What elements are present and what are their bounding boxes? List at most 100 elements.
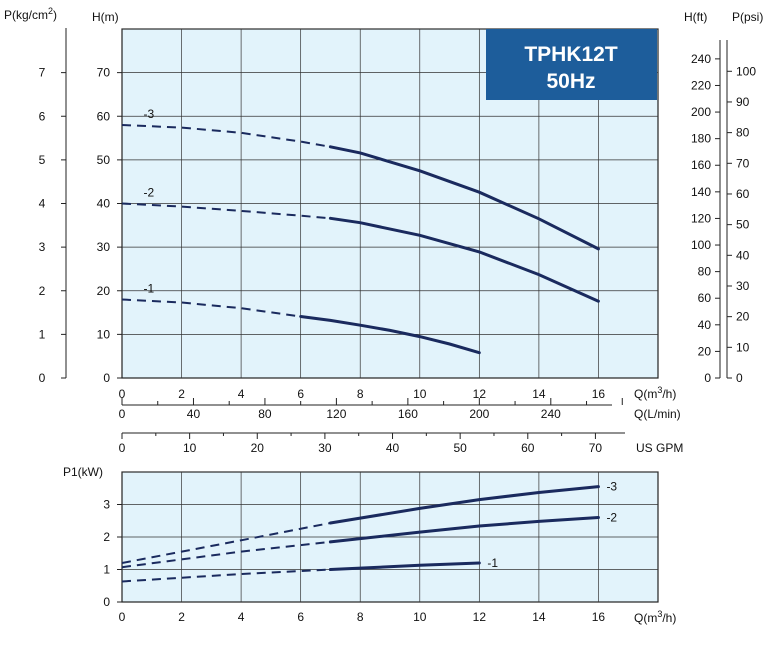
head-m-tick-label: 50 (97, 153, 111, 167)
flow-gpm-tick-label: 30 (318, 441, 332, 455)
power-curve--2 (328, 516, 600, 544)
head-ft-tick-label: 20 (698, 344, 712, 358)
power-tick-label: 2 (103, 530, 110, 544)
head-ft-tick-label: 80 (698, 265, 712, 279)
power-flow-tick-label: 10 (413, 610, 427, 624)
pressure-tick-label: 1 (39, 327, 46, 341)
flow-gpm-tick-label: 50 (453, 441, 467, 455)
head-ft-tick-label: 160 (691, 158, 711, 172)
head-m-tick-label: 0 (103, 371, 110, 385)
power-flow-tick-label: 12 (473, 610, 487, 624)
flow-gpm-tick-label: 60 (521, 441, 535, 455)
flow-m3h-tick-label: 10 (413, 387, 427, 401)
head-ft-axis-title: H(ft) (684, 10, 707, 24)
power-flow-tick-label: 2 (178, 610, 185, 624)
head-m-tick-label: 10 (97, 327, 111, 341)
pressure-psi-tick-label: 50 (736, 218, 750, 232)
head-series-label: -3 (143, 107, 154, 121)
pressure-tick-label: 7 (39, 66, 46, 80)
pressure-psi-tick-label: 20 (736, 310, 750, 324)
flow-gpm-tick-label: 40 (386, 441, 400, 455)
pressure-psi-tick-label: 70 (736, 156, 750, 170)
head-ft-tick-label: 0 (704, 371, 711, 385)
power-flow-axis-title: Q(m3/h) (634, 609, 676, 625)
pressure-psi-tick-label: 0 (736, 371, 743, 385)
flow-m3h-tick-label: 6 (297, 387, 304, 401)
pressure-psi-tick-label: 100 (736, 64, 756, 78)
pressure-psi-tick-label: 90 (736, 95, 750, 109)
head-ft-tick-label: 240 (691, 52, 711, 66)
head-curve--2 (328, 216, 600, 303)
power-tick-label: 3 (103, 498, 110, 512)
head-ft-tick-label: 60 (698, 291, 712, 305)
power-flow-tick-label: 0 (119, 610, 126, 624)
flow-m3h-tick-label: 2 (178, 387, 185, 401)
flow-m3h-tick-label: 0 (119, 387, 126, 401)
flow-gpm-tick-label: 0 (119, 441, 126, 455)
power-curve-dashed--2 (121, 540, 331, 569)
head-m-tick-label: 40 (97, 197, 111, 211)
head-curve--3 (328, 145, 600, 251)
power-curve--1 (328, 561, 481, 571)
head-ft-tick-label: 100 (691, 238, 711, 252)
model-badge (486, 29, 657, 100)
head-ft-tick-label: 220 (691, 78, 711, 92)
head-m-tick-label: 20 (97, 284, 111, 298)
pressure-tick-label: 6 (39, 109, 46, 123)
head-ft-tick-label: 140 (691, 185, 711, 199)
flow-gpm-tick-label: 70 (589, 441, 603, 455)
head-ft-tick-label: 180 (691, 132, 711, 146)
power-flow-tick-label: 14 (532, 610, 546, 624)
pressure-tick-label: 3 (39, 240, 46, 254)
pressure-tick-label: 2 (39, 284, 46, 298)
pressure-psi-tick-label: 60 (736, 187, 750, 201)
power-flow-tick-label: 8 (357, 610, 364, 624)
head-series-label: -2 (143, 186, 154, 200)
flow-lmin-tick-label: 40 (187, 407, 201, 421)
flow-m3h-tick-label: 12 (473, 387, 487, 401)
power-series-label: -1 (487, 556, 498, 570)
pressure-axis-title: P(kg/cm2) (4, 6, 57, 22)
head-ft-tick-label: 200 (691, 105, 711, 119)
flow-m3h-axis-title: Q(m3/h) (634, 385, 676, 401)
flow-lmin-tick-label: 160 (398, 407, 418, 421)
power-series-label: -3 (606, 480, 617, 494)
head-m-tick-label: 70 (97, 66, 111, 80)
flow-lmin-tick-label: 80 (258, 407, 272, 421)
head-m-tick-label: 60 (97, 109, 111, 123)
pressure-psi-tick-label: 40 (736, 248, 750, 262)
flow-m3h-tick-label: 16 (592, 387, 606, 401)
power-curve-dashed--3 (121, 522, 331, 564)
flow-lmin-tick-label: 240 (541, 407, 561, 421)
head-m-tick-label: 30 (97, 240, 111, 254)
flow-m3h-tick-label: 4 (238, 387, 245, 401)
power-tick-label: 1 (103, 563, 110, 577)
frequency-label: 50Hz (546, 70, 595, 93)
head-series-label: -1 (143, 281, 154, 295)
flow-lmin-tick-label: 120 (326, 407, 346, 421)
flow-gpm-tick-label: 20 (251, 441, 265, 455)
pressure-psi-axis-title: P(psi) (732, 10, 763, 24)
flow-gpm-axis-title: US GPM (636, 441, 683, 455)
power-tick-label: 0 (103, 595, 110, 609)
head-curve--1 (299, 315, 481, 355)
power-curve--3 (328, 485, 600, 525)
pressure-psi-tick-label: 30 (736, 279, 750, 293)
flow-m3h-tick-label: 14 (532, 387, 546, 401)
pressure-psi-tick-label: 10 (736, 340, 750, 354)
flow-lmin-tick-label: 200 (469, 407, 489, 421)
head-ft-tick-label: 120 (691, 211, 711, 225)
power-series-label: -2 (606, 511, 617, 525)
power-flow-tick-label: 6 (297, 610, 304, 624)
flow-lmin-tick-label: 0 (119, 407, 126, 421)
power-flow-tick-label: 16 (592, 610, 606, 624)
pressure-psi-tick-label: 80 (736, 126, 750, 140)
pressure-tick-label: 5 (39, 153, 46, 167)
head-ft-tick-label: 40 (698, 318, 712, 332)
power-flow-tick-label: 4 (238, 610, 245, 624)
pressure-tick-label: 4 (39, 197, 46, 211)
pressure-tick-label: 0 (39, 371, 46, 385)
flow-gpm-tick-label: 10 (183, 441, 197, 455)
